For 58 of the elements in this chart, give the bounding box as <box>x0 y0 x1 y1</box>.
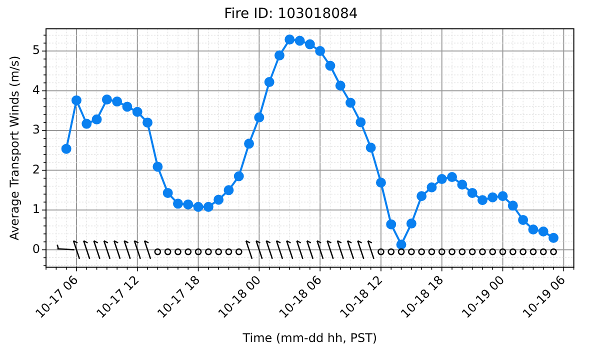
point <box>346 98 356 108</box>
y-tick-label: 1 <box>32 202 40 216</box>
point <box>406 218 416 229</box>
point <box>152 162 163 172</box>
point <box>538 226 548 236</box>
point <box>294 36 305 46</box>
point <box>112 96 122 107</box>
point <box>132 106 142 117</box>
point <box>447 172 458 182</box>
point <box>366 142 376 153</box>
point <box>467 188 478 198</box>
point <box>71 95 82 106</box>
point <box>376 178 386 188</box>
point <box>518 214 528 225</box>
point <box>61 144 72 154</box>
point <box>457 180 468 190</box>
point <box>488 192 498 202</box>
point <box>244 138 254 149</box>
y-axis-title: Average Transport Winds (m/s) <box>7 56 22 240</box>
point <box>274 50 284 60</box>
point <box>548 232 559 243</box>
point <box>436 174 447 184</box>
point <box>122 102 132 112</box>
point <box>162 188 173 198</box>
point <box>498 191 508 202</box>
point <box>325 60 336 71</box>
point <box>508 200 518 211</box>
point <box>396 240 406 250</box>
point <box>477 195 488 206</box>
y-tick-label: 2 <box>32 162 40 176</box>
point <box>356 117 366 128</box>
point <box>335 80 346 91</box>
point <box>193 202 204 212</box>
point <box>264 77 274 88</box>
point <box>386 219 396 230</box>
point <box>315 46 326 56</box>
y-tick-label: 4 <box>32 82 40 97</box>
point <box>254 112 264 122</box>
point <box>142 118 153 128</box>
point <box>172 198 183 209</box>
point <box>203 202 214 212</box>
point <box>284 34 295 45</box>
point <box>416 191 427 202</box>
point <box>224 185 234 196</box>
point <box>304 39 315 50</box>
y-tick-label: 3 <box>32 122 40 137</box>
point <box>234 171 244 182</box>
y-tick-label: 0 <box>32 242 40 256</box>
point <box>528 224 538 235</box>
point <box>82 118 92 129</box>
point <box>426 182 437 192</box>
chart-title: Fire ID: 103018084 <box>224 6 358 22</box>
x-axis-title: Time (mm-dd hh, PST) <box>242 330 378 345</box>
y-tick-label: 5 <box>32 43 40 58</box>
point <box>92 114 102 124</box>
point <box>214 194 224 205</box>
point <box>102 94 112 105</box>
point <box>183 199 194 210</box>
